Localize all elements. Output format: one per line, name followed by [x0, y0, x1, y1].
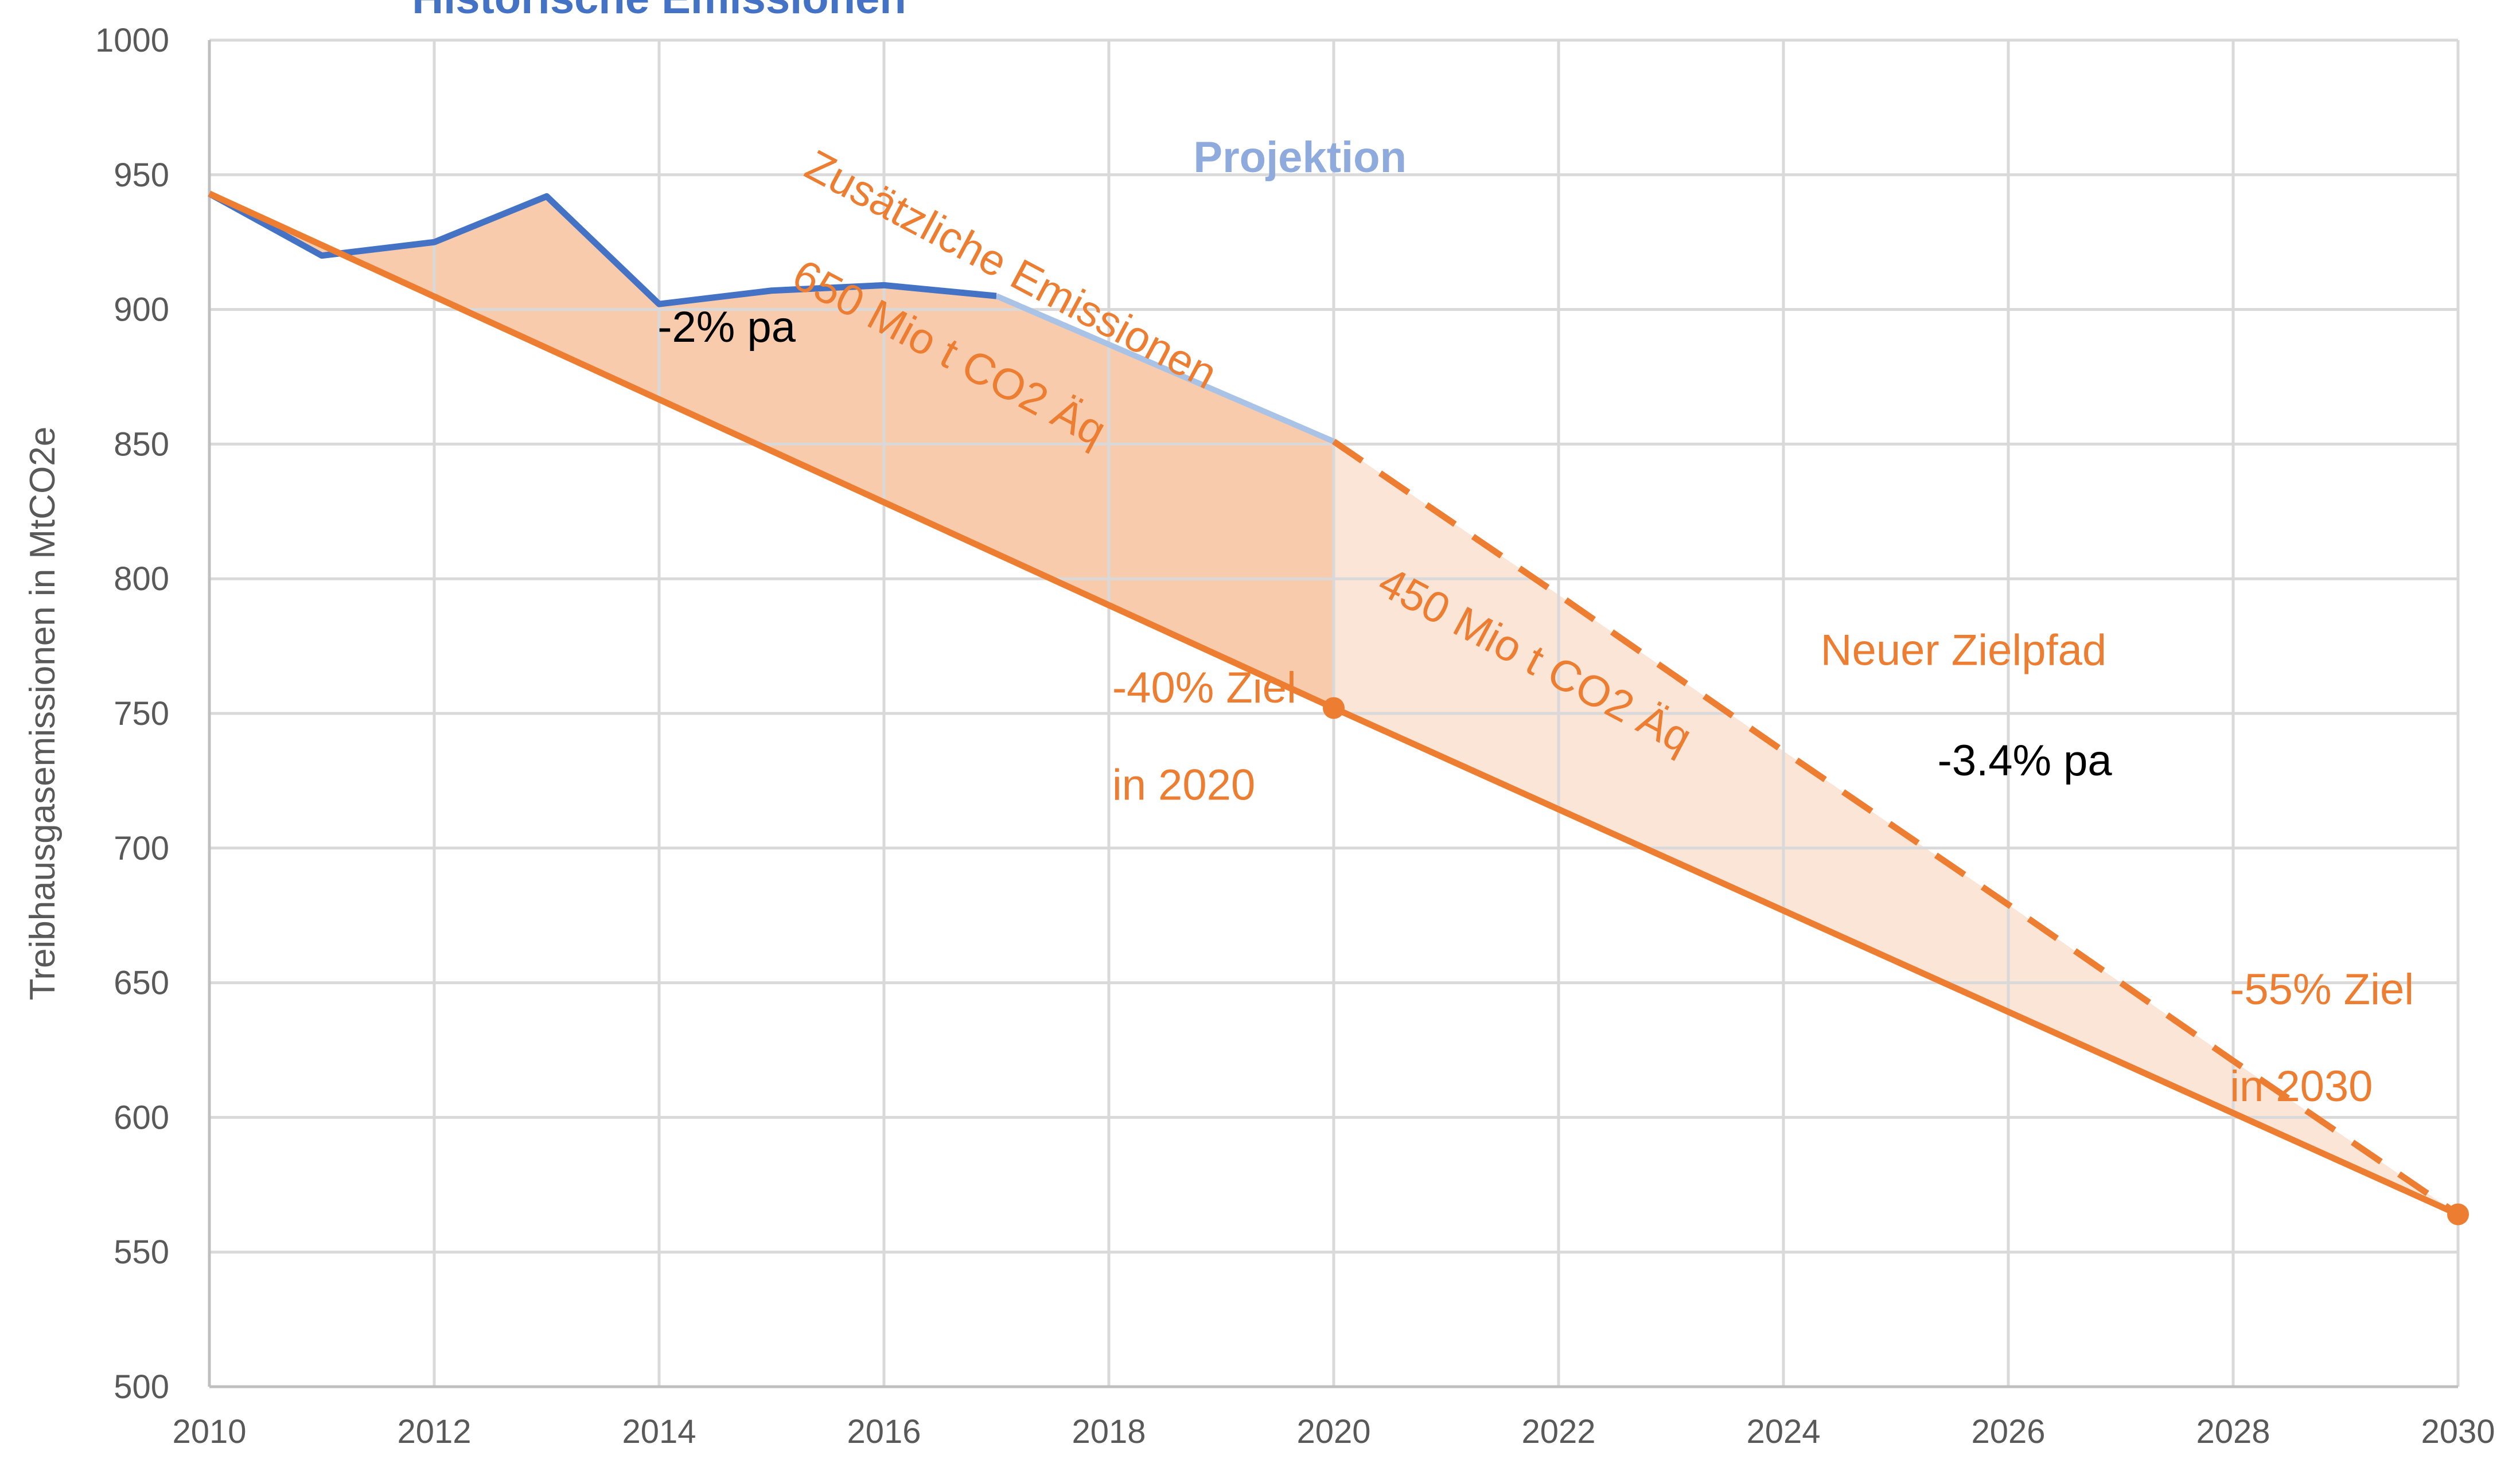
target-marker-2030 — [2447, 1203, 2469, 1226]
target-markers — [1323, 697, 2469, 1226]
axes — [208, 40, 2458, 1388]
series-projection — [995, 293, 1335, 444]
x-tick-label: 2014 — [622, 1413, 696, 1450]
y-tick-label: 600 — [114, 1099, 169, 1136]
annotation-rate2: -2% pa — [657, 303, 796, 352]
x-tick-label: 2018 — [1072, 1413, 1146, 1450]
y-tick-label: 850 — [114, 426, 169, 463]
x-tick-label: 2022 — [1521, 1413, 1595, 1450]
x-tick-label: 2020 — [1296, 1413, 1370, 1450]
y-tick-label: 800 — [114, 560, 169, 598]
annotation-projection: Projektion — [1193, 133, 1407, 182]
x-tick-label: 2028 — [2196, 1413, 2270, 1450]
tick-labels: 500 550 600 650 700 750 800 850 900 950 1000 2010 20… — [95, 22, 2495, 1450]
y-tick-label: 950 — [114, 157, 169, 194]
y-tick-label: 750 — [114, 695, 169, 732]
annotation-historic: Historische Emissionen — [412, 0, 906, 23]
y-tick-label: 500 — [114, 1368, 169, 1406]
x-tick-label: 2030 — [2421, 1413, 2495, 1450]
y-tick-label: 700 — [114, 830, 169, 867]
x-tick-label: 2012 — [397, 1413, 471, 1450]
y-tick-label: 650 — [114, 965, 169, 1002]
x-tick-label: 2024 — [1746, 1413, 1820, 1450]
y-axis-title: Treibhausgasemissionen in MtCO2e — [23, 427, 63, 1001]
annotation-rate34: -3.4% pa — [1938, 736, 2113, 785]
target-marker-2020 — [1323, 697, 1345, 719]
annotation-t2020a: -40% Ziel — [1112, 664, 1296, 712]
x-tick-label: 2026 — [1971, 1413, 2045, 1450]
annotation-newpath: Neuer Zielpfad — [1821, 626, 2107, 674]
annotation-t2030b: in 2030 — [2230, 1062, 2373, 1111]
series-new-target-path — [1331, 439, 2460, 1217]
x-tick-label: 2010 — [172, 1413, 246, 1450]
y-tick-label: 1000 — [95, 22, 169, 59]
annotation-t2030a: -55% Ziel — [2230, 965, 2414, 1014]
y-tick-label: 900 — [114, 291, 169, 329]
x-tick-label: 2016 — [847, 1413, 921, 1450]
y-tick-label: 550 — [114, 1234, 169, 1271]
annotation-t2020b: in 2020 — [1112, 760, 1255, 809]
